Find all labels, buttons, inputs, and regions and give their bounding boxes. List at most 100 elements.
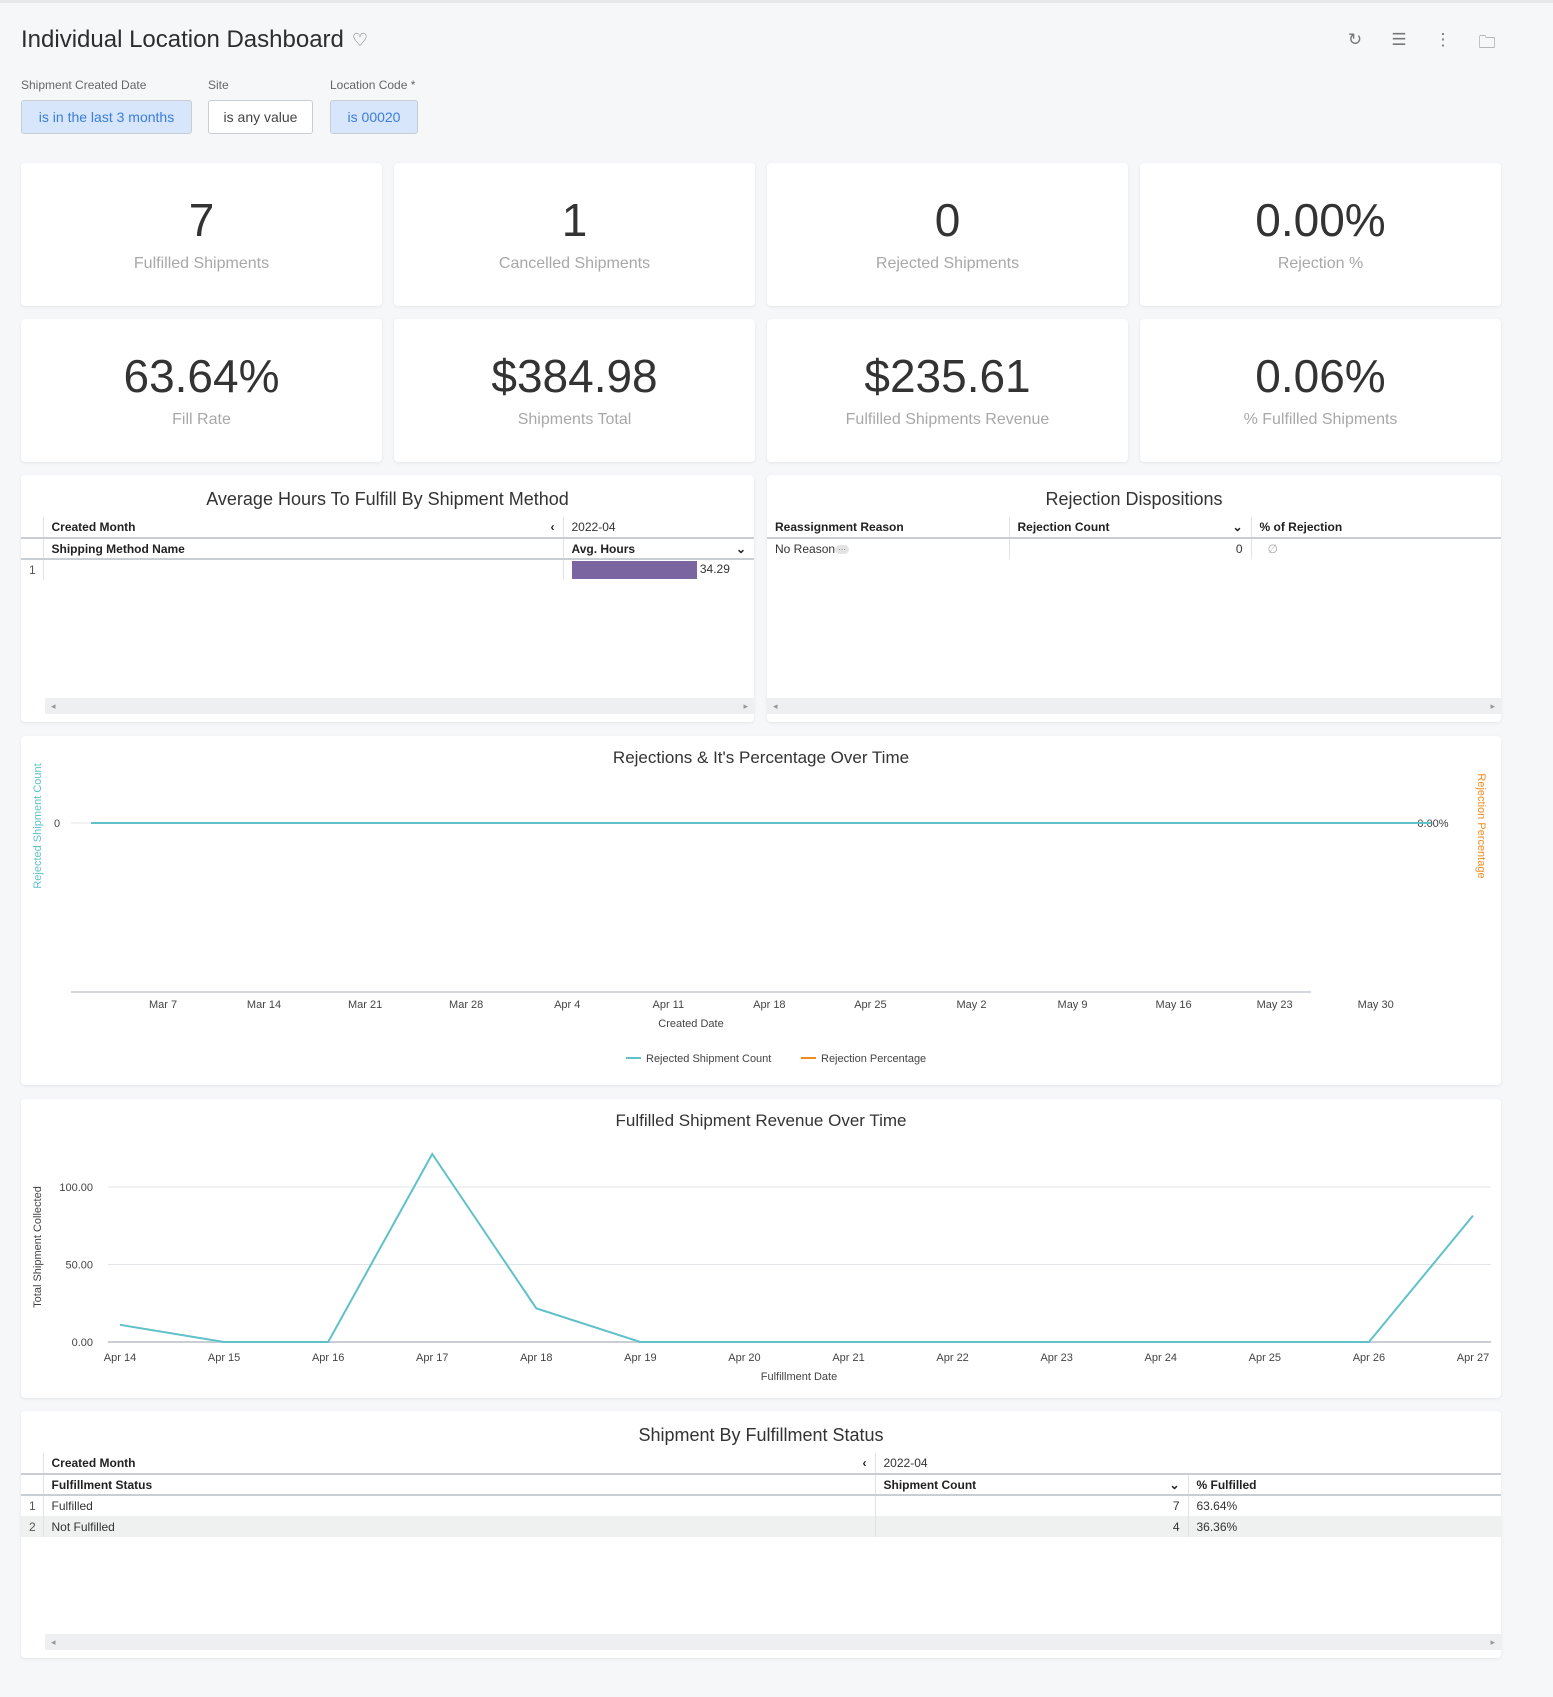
- x-tick-label: Apr 16: [312, 1352, 344, 1364]
- page-title: Individual Location Dashboard ♡: [21, 26, 368, 54]
- col-header[interactable]: % Fulfilled: [1187, 1474, 1501, 1495]
- filter-location-code[interactable]: is 00020: [330, 100, 418, 134]
- more-vertical-icon[interactable]: ⋮: [1434, 30, 1452, 49]
- filter-icon[interactable]: ☰: [1391, 30, 1407, 49]
- cell: [42, 559, 563, 580]
- series-line: [119, 1152, 1474, 1343]
- kpi-card[interactable]: 0.00% Rejection %: [1140, 163, 1501, 306]
- filter-label: Site: [208, 78, 229, 92]
- revenue-chart: Fulfilled Shipment Revenue Over Time 0.00…: [32, 1111, 1491, 1383]
- x-tick-label: Apr 21: [832, 1352, 864, 1364]
- cell: 63.64%: [1187, 1495, 1501, 1516]
- status-table: Created Month ‹ 2022-04 Fulfillment Status…: [21, 1453, 1501, 1537]
- avg-hours-table: Created Month ‹ 2022-04 Shipping Method Na…: [21, 517, 754, 580]
- kpi-card[interactable]: 0 Rejected Shipments: [767, 163, 1128, 306]
- y-tick-label: 50.00: [65, 1260, 93, 1272]
- horizontal-scrollbar[interactable]: ◂ ▸: [767, 698, 1501, 714]
- card-title: Average Hours To Fulfill By Shipment Met…: [206, 489, 569, 509]
- cell: 36.36%: [1187, 1516, 1501, 1537]
- kpi-card[interactable]: 7 Fulfilled Shipments: [21, 163, 382, 306]
- x-tick-label: Apr 23: [1040, 1352, 1072, 1364]
- pivot-value: 2022-04: [874, 1453, 1501, 1474]
- kpi-card[interactable]: 63.64% Fill Rate: [21, 319, 382, 462]
- cell: Not Fulfilled: [42, 1516, 875, 1537]
- x-tick-label: Mar 7: [149, 999, 177, 1011]
- kpi-value: 0: [934, 193, 961, 246]
- x-tick-label: Apr 22: [936, 1352, 968, 1364]
- revenue-chart-card: Fulfilled Shipment Revenue Over Time 0.00…: [21, 1099, 1501, 1398]
- pivot-value: 2022-04: [562, 517, 754, 538]
- cell: ∅: [1250, 538, 1501, 559]
- x-axis-title: Fulfillment Date: [761, 1371, 837, 1383]
- x-tick-label: Apr 11: [652, 999, 684, 1011]
- refresh-icon[interactable]: ↻: [1347, 30, 1363, 49]
- x-axis-title: Created Date: [658, 1018, 723, 1030]
- kpi-value: 63.64%: [123, 349, 280, 402]
- x-tick-label: Apr 18: [753, 999, 785, 1011]
- chart-title: Rejections & It's Percentage Over Time: [613, 748, 909, 767]
- x-tick-label: Mar 14: [247, 999, 281, 1011]
- x-tick-label: Apr 27: [1457, 1352, 1489, 1364]
- x-tick-label: Apr 14: [104, 1352, 136, 1364]
- x-tick-label: Apr 17: [416, 1352, 448, 1364]
- kpi-card[interactable]: $235.61 Fulfilled Shipments Revenue: [767, 319, 1128, 462]
- x-tick-label: Apr 24: [1145, 1352, 1177, 1364]
- chevron-left-icon[interactable]: ‹: [550, 520, 555, 534]
- col-header[interactable]: Reassignment Reason: [775, 520, 904, 534]
- folder-icon[interactable]: 🗀: [1478, 33, 1496, 52]
- filter-label: Location Code *: [330, 78, 416, 92]
- page-title-text: Individual Location Dashboard: [21, 26, 344, 53]
- x-tick-label: May 2: [956, 999, 986, 1011]
- kpi-label: Rejected Shipments: [875, 254, 1020, 272]
- y-tick-label: 0.00: [72, 1337, 93, 1349]
- card-title: Rejection Dispositions: [1045, 489, 1223, 509]
- kpi-label: Fill Rate: [172, 410, 231, 428]
- kpi-label: Fulfilled Shipments: [133, 254, 270, 272]
- pivot-label: Created Month ‹: [42, 517, 563, 538]
- kpi-value: $384.98: [491, 349, 658, 402]
- more-icon[interactable]: ···: [835, 545, 850, 555]
- row-number: 2: [29, 1519, 36, 1534]
- col-header[interactable]: Shipping Method Name: [42, 538, 563, 559]
- bar: [571, 561, 697, 579]
- kpi-card[interactable]: 1 Cancelled Shipments: [394, 163, 755, 306]
- legend-label: Rejected Shipment Count: [646, 1053, 771, 1065]
- kpi-card[interactable]: $384.98 Shipments Total: [394, 319, 755, 462]
- kpi-value: $235.61: [864, 349, 1031, 402]
- horizontal-scrollbar[interactable]: ◂ ▸: [45, 1634, 1501, 1650]
- horizontal-scrollbar[interactable]: ◂ ▸: [45, 698, 754, 714]
- y2-tick-label: 0.00%: [1417, 818, 1448, 830]
- x-tick-label: Mar 21: [348, 999, 382, 1011]
- kpi-label: Cancelled Shipments: [498, 254, 651, 272]
- col-header[interactable]: Rejection Count ⌄: [1008, 517, 1251, 538]
- y-axis-title: Rejected Shipment Count: [32, 763, 44, 888]
- table-row: 1 Fulfilled 7 63.64%: [21, 1495, 1501, 1516]
- cell: Fulfilled: [42, 1495, 875, 1516]
- avg-hours-card: Average Hours To Fulfill By Shipment Met…: [21, 475, 754, 722]
- card-title: Shipment By Fulfillment Status: [638, 1425, 884, 1445]
- kpi-card[interactable]: 0.06% % Fulfilled Shipments: [1140, 319, 1501, 462]
- status-table-card: Shipment By Fulfillment Status Created M…: [21, 1411, 1501, 1658]
- kpi-label: Fulfilled Shipments Revenue: [845, 410, 1050, 428]
- col-header[interactable]: Shipment Count ⌄: [874, 1474, 1188, 1495]
- table-row: 2 Not Fulfilled 4 36.36%: [21, 1516, 1501, 1537]
- filter-shipment-created-date[interactable]: is in the last 3 months: [21, 100, 192, 134]
- filter-site[interactable]: is any value: [208, 100, 313, 134]
- col-header[interactable]: Avg. Hours ⌄: [562, 538, 754, 559]
- chart-title: Fulfilled Shipment Revenue Over Time: [615, 1111, 906, 1130]
- rejections-chart-card: Rejections & It's Percentage Over Time Ma…: [21, 736, 1501, 1085]
- legend-label: Rejection Percentage: [821, 1053, 926, 1065]
- chevron-down-icon: ⌄: [735, 541, 746, 556]
- col-header[interactable]: Fulfillment Status: [42, 1474, 875, 1495]
- x-tick-label: Apr 25: [1249, 1352, 1281, 1364]
- x-tick-label: Apr 20: [728, 1352, 760, 1364]
- kpi-value: 0.00%: [1255, 193, 1386, 246]
- toolbar: ↻ ☰ ⋮ 🗀: [1344, 30, 1498, 59]
- rejections-chart: Rejections & It's Percentage Over Time Ma…: [32, 748, 1487, 1065]
- heart-icon[interactable]: ♡: [351, 29, 369, 50]
- col-header[interactable]: % of Rejection: [1250, 517, 1501, 538]
- kpi-label: Rejection %: [1277, 254, 1364, 272]
- y-tick-label: 0: [54, 818, 60, 830]
- rejection-dispositions-card: Rejection Dispositions Reassignment Reas…: [767, 475, 1501, 722]
- chevron-left-icon[interactable]: ‹: [862, 1456, 867, 1470]
